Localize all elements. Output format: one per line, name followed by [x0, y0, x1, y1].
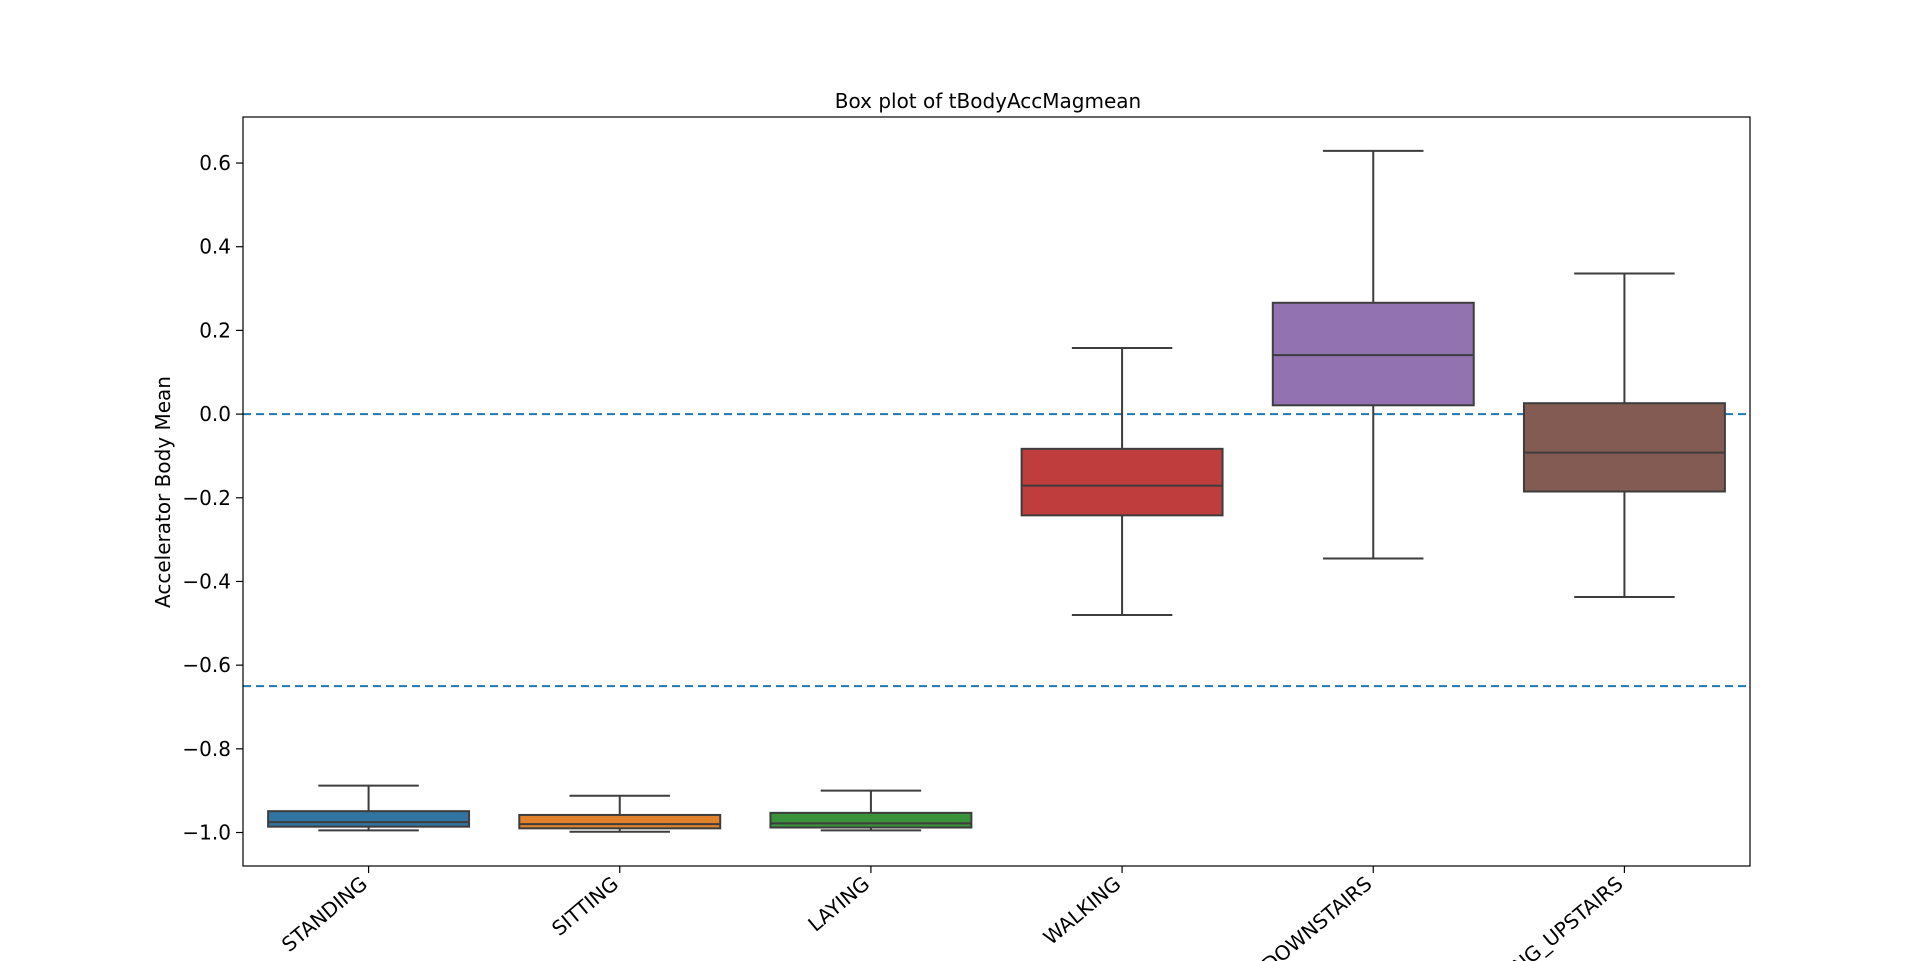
box-1: [518, 794, 722, 833]
y-tick-label: 0.4: [199, 235, 231, 259]
box-iqr: [1271, 301, 1475, 407]
y-tick-label: 0.6: [199, 151, 231, 175]
y-tick-label: −0.8: [182, 737, 231, 761]
y-tick-label: 0.0: [199, 402, 231, 426]
y-tick-label: −0.4: [182, 569, 231, 593]
x-tick-label: SITTING: [547, 871, 623, 940]
x-tick-label: DOWNSTAIRS: [1257, 871, 1376, 961]
y-axis-label: Accelerator Body Mean: [151, 376, 175, 608]
y-tick-label: −0.6: [182, 653, 231, 677]
x-tick-label: STANDING: [277, 871, 372, 956]
boxes-group: [267, 149, 1726, 833]
box-iqr: [518, 813, 722, 830]
y-axis-ticks: −1.0 −0.8 −0.6 −0.4 −0.2 0.0 0.2 0.4 0.6: [182, 151, 243, 845]
x-axis-ticks: STANDING SITTING LAYING WALKING DOWNSTAIRS NG…: [277, 866, 1628, 961]
x-tick-label: WALKING: [1039, 871, 1126, 949]
box-iqr: [1020, 447, 1224, 517]
box-iqr: [1522, 402, 1726, 493]
box-iqr: [769, 811, 973, 829]
box-3: [1020, 346, 1224, 616]
y-tick-label: 0.2: [199, 318, 231, 342]
plot-frame: [242, 116, 1751, 867]
y-tick-label: −0.2: [182, 486, 231, 510]
box-5: [1522, 272, 1726, 598]
box-2: [769, 789, 973, 832]
box-iqr: [267, 810, 471, 828]
reference-lines: [243, 413, 1750, 688]
y-tick-label: −1.0: [182, 821, 231, 845]
box-4: [1271, 149, 1475, 560]
chart-title: Box plot of tBodyAccMagmean: [835, 89, 1141, 113]
x-tick-label: NG_UPSTAIRS: [1507, 871, 1627, 961]
x-tick-label: LAYING: [803, 871, 874, 936]
box-0: [267, 784, 471, 832]
